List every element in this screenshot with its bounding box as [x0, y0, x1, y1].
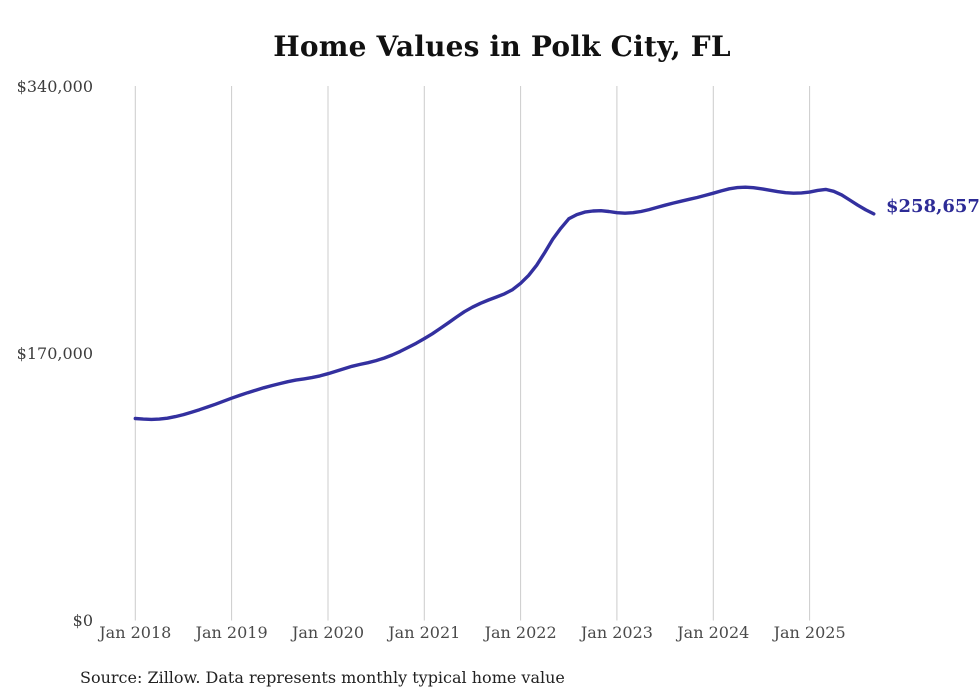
x-axis-tick-label: Jan 2025 [773, 623, 846, 642]
chart-title: Home Values in Polk City, FL [273, 30, 731, 63]
plot-area [133, 86, 876, 621]
x-axis-tick-label: Jan 2019 [195, 623, 268, 642]
y-axis: $340,000 $170,000 $0 [0, 0, 93, 660]
x-axis: Jan 2018 Jan 2019 Jan 2020 Jan 2021 Jan 2022… [0, 623, 980, 645]
x-axis-tick-label: Jan 2023 [580, 623, 653, 642]
x-axis-tick-label: Jan 2022 [484, 623, 557, 642]
y-axis-tick-label: $170,000 [16, 343, 93, 363]
x-axis-tick-label: Jan 2024 [677, 623, 750, 642]
y-axis-tick-label: $0 [72, 611, 93, 630]
value-line [133, 185, 876, 422]
x-axis-tick-label: Jan 2018 [99, 623, 172, 642]
y-axis-tick-label: $340,000 [16, 76, 93, 96]
source-note: Source: Zillow. Data represents monthly … [80, 668, 565, 687]
latest-value-label: $258,657 [886, 196, 980, 217]
x-axis-tick-label: Jan 2020 [291, 623, 365, 642]
x-axis-tick-label: Jan 2021 [388, 623, 461, 642]
